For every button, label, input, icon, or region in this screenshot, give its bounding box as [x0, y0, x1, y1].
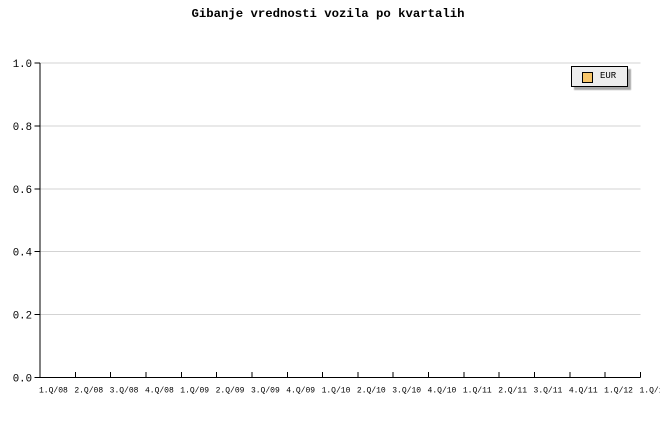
svg-text:0.2: 0.2 — [13, 311, 32, 323]
svg-text:0.6: 0.6 — [13, 185, 32, 197]
svg-text:1.Q/12: 1.Q/12 — [640, 386, 660, 395]
svg-text:0.4: 0.4 — [13, 248, 32, 260]
svg-text:4.Q/11: 4.Q/11 — [569, 386, 598, 395]
svg-text:0.8: 0.8 — [13, 122, 32, 134]
svg-text:1.0: 1.0 — [13, 59, 32, 71]
svg-text:2.Q/08: 2.Q/08 — [74, 386, 103, 395]
svg-text:2.Q/11: 2.Q/11 — [498, 386, 527, 395]
svg-text:3.Q/08: 3.Q/08 — [110, 386, 139, 395]
svg-text:3.Q/10: 3.Q/10 — [392, 386, 421, 395]
svg-text:4.Q/10: 4.Q/10 — [428, 386, 457, 395]
svg-text:3.Q/09: 3.Q/09 — [251, 386, 280, 395]
svg-text:1.Q/08: 1.Q/08 — [39, 386, 68, 395]
svg-text:2.Q/10: 2.Q/10 — [357, 386, 386, 395]
svg-text:2.Q/09: 2.Q/09 — [216, 386, 245, 395]
svg-text:4.Q/08: 4.Q/08 — [145, 386, 174, 395]
svg-text:3.Q/11: 3.Q/11 — [534, 386, 563, 395]
svg-text:1.Q/10: 1.Q/10 — [322, 386, 351, 395]
svg-text:1.Q/12: 1.Q/12 — [604, 386, 633, 395]
svg-text:4.Q/09: 4.Q/09 — [286, 386, 315, 395]
svg-text:1.Q/11: 1.Q/11 — [463, 386, 492, 395]
svg-text:0.0: 0.0 — [13, 373, 32, 385]
svg-text:1.Q/09: 1.Q/09 — [180, 386, 209, 395]
